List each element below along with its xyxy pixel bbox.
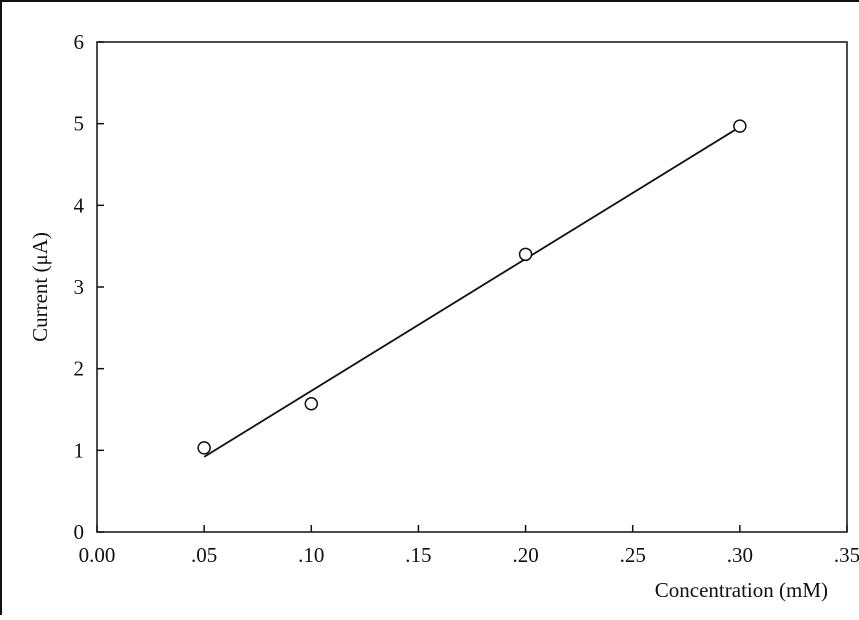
fit-line-layer <box>203 126 741 458</box>
y-axis-ticks: 0 1 2 3 4 5 6 <box>74 30 104 544</box>
y-tick-label: 1 <box>74 438 85 462</box>
y-tick-label: 4 <box>74 193 85 217</box>
x-tick-label: .35 <box>834 543 859 567</box>
data-point <box>304 397 319 411</box>
x-axis-ticks: 0.00 .05 .10 .15 .20 .25 .30 .35 <box>79 525 859 567</box>
data-point <box>733 119 747 133</box>
x-axis-title: Concentration (mM) <box>655 578 828 602</box>
y-tick-label: 2 <box>74 357 85 381</box>
y-tick-label: 5 <box>74 112 85 136</box>
data-points-layer <box>197 119 747 455</box>
x-tick-label: .30 <box>727 543 753 567</box>
x-tick-label: 0.00 <box>79 543 116 567</box>
plot-area-frame <box>96 41 848 533</box>
y-tick-label: 6 <box>74 30 85 54</box>
x-tick-label: .25 <box>620 543 646 567</box>
data-point <box>197 441 211 455</box>
x-tick-label: .10 <box>298 543 324 567</box>
y-tick-label: 0 <box>74 520 85 544</box>
y-axis-title: Current (μA) <box>28 232 52 342</box>
x-tick-label: .05 <box>191 543 217 567</box>
y-tick-label: 3 <box>74 275 85 299</box>
x-tick-label: .20 <box>512 543 538 567</box>
linear-fit-line <box>203 126 741 458</box>
x-tick-label: .15 <box>405 543 431 567</box>
data-point <box>518 247 533 262</box>
